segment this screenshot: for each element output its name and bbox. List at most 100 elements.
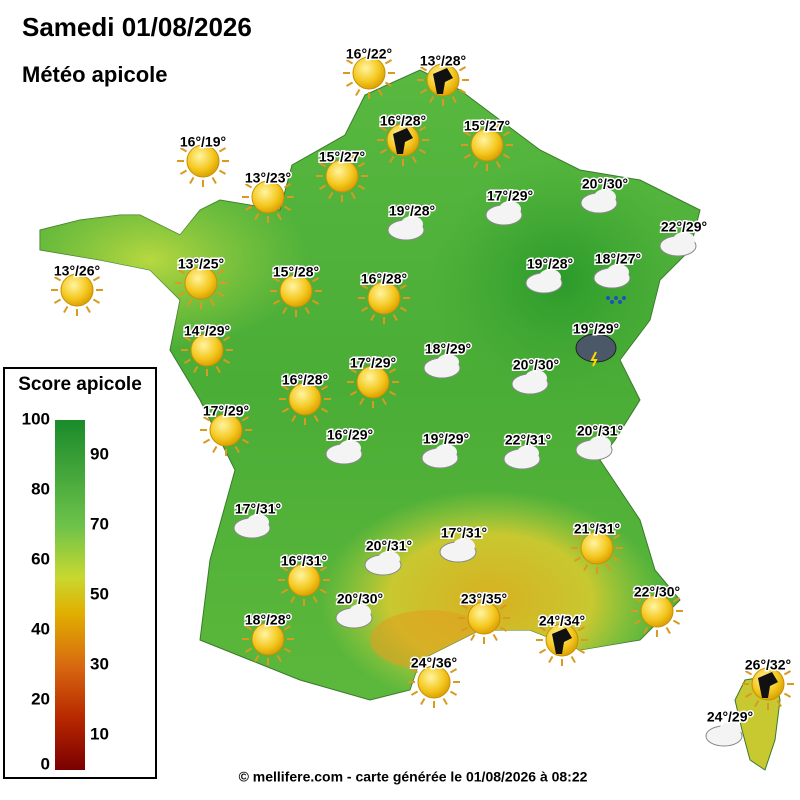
sun-ray (283, 205, 292, 211)
sun-ray (276, 173, 282, 182)
sun-ray (345, 81, 354, 87)
sun-icon (209, 413, 243, 447)
sun-ray (502, 131, 511, 137)
sun-ray (399, 284, 408, 290)
sun-ray (429, 56, 435, 65)
sun-ray (92, 276, 101, 282)
sun-ray (193, 326, 199, 335)
sun-ray (460, 604, 469, 610)
rain-drop (614, 296, 618, 300)
sun-ray (209, 259, 215, 268)
sun-ray (304, 267, 310, 276)
legend-tick-label: 0 (41, 754, 50, 773)
temperature-label: 20°/30° (337, 591, 383, 607)
legend-tick-label: 70 (90, 514, 109, 533)
sun-ray (548, 616, 554, 625)
sun-ray (583, 524, 589, 533)
sun-ray (319, 588, 328, 594)
temperature-label: 17°/29° (203, 403, 249, 419)
sun-ray (282, 267, 288, 276)
cloud-icon (435, 444, 457, 460)
temperature-label: 22°/29° (661, 219, 707, 235)
temperature-label: 24°/34° (539, 613, 585, 629)
sun-ray (291, 375, 297, 384)
lightning (590, 351, 598, 367)
sun-icon (417, 665, 451, 699)
sun-ray (429, 95, 435, 104)
sun-ray (577, 648, 586, 654)
sun-ray (254, 212, 260, 221)
sun-ray (318, 184, 327, 190)
sun-ray (548, 655, 554, 664)
sun-ray (311, 299, 320, 305)
temperature-label: 13°/25° (178, 256, 224, 272)
sun-ray (320, 407, 329, 413)
sun-icon (467, 601, 501, 635)
sun-ray (463, 131, 472, 137)
sun-ray (222, 336, 231, 342)
sun-icon (60, 273, 94, 307)
sun-ray (189, 137, 195, 146)
cloud-icon (378, 551, 400, 567)
sun-ray (63, 266, 69, 275)
sun-ray (377, 88, 383, 97)
storm-icon (575, 333, 617, 363)
cloud-icon (499, 201, 521, 217)
temperature-label: 13°/23° (245, 170, 291, 186)
sun-ray (384, 59, 393, 65)
sun-ray (254, 615, 260, 624)
sun-ray (570, 616, 576, 625)
sun-ray (776, 699, 782, 708)
sun-ray (470, 594, 476, 603)
sun-ray (473, 121, 479, 130)
sun-ray (85, 266, 91, 275)
sun-ray (470, 633, 476, 642)
temperature-label: 22°/30° (634, 584, 680, 600)
temperature-label: 24°/29° (707, 709, 753, 725)
temperature-label: 22°/31° (505, 432, 551, 448)
sun-ray (492, 633, 498, 642)
legend-tick-label: 50 (90, 584, 109, 603)
sun-ray (570, 655, 576, 664)
sun-ray (244, 647, 253, 653)
sun-icon (352, 56, 386, 90)
sun-ray (355, 88, 361, 97)
sun-ray (360, 306, 369, 312)
cloud-icon (673, 232, 695, 248)
sun-ray (313, 375, 319, 384)
sun-ray (282, 306, 288, 315)
storm-icon (433, 68, 453, 94)
temperature-label: 16°/31° (281, 553, 327, 569)
temperature-label: 16°/28° (380, 113, 426, 129)
sun-ray (744, 670, 753, 676)
storm-icon (758, 672, 778, 698)
sun-icon (367, 281, 401, 315)
temperature-label: 20°/31° (577, 423, 623, 439)
sun-ray (495, 121, 501, 130)
sun-ray (357, 162, 366, 168)
sun-ray (418, 126, 427, 132)
sun-ray (218, 147, 227, 153)
sun-icon (279, 274, 313, 308)
sun-ray (388, 390, 397, 396)
legend-tick-label: 90 (90, 444, 109, 463)
temperature-label: 13°/28° (420, 53, 466, 69)
sun-ray (212, 406, 218, 415)
sun-ray (53, 298, 62, 304)
sun-ray (418, 148, 427, 154)
sun-ray (538, 626, 547, 632)
sun-ray (350, 152, 356, 161)
cloud-icon (525, 370, 547, 386)
sun-ray (492, 594, 498, 603)
sun-ray (458, 88, 467, 94)
sun-ray (538, 648, 547, 654)
sun-ray (754, 660, 760, 669)
sun-icon (190, 333, 224, 367)
sun-ray (499, 604, 508, 610)
sun-ray (643, 626, 649, 635)
sun-ray (283, 183, 292, 189)
sun-ray (605, 524, 611, 533)
sun-ray (283, 647, 292, 653)
temperature-label: 13°/26° (54, 263, 100, 279)
sun-ray (177, 269, 186, 275)
